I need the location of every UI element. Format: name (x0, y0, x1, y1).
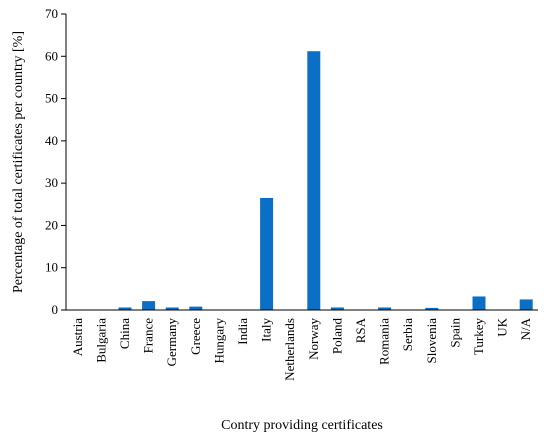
x-tick-label: Bulgaria (93, 318, 108, 363)
x-tick-label: UK (495, 317, 510, 336)
y-tick-label: 60 (45, 48, 58, 63)
y-tick-label: 20 (45, 217, 58, 232)
bar-norway (307, 51, 321, 311)
x-tick-label: Austria (70, 318, 85, 357)
bar-china (118, 307, 132, 310)
y-tick-label: 10 (45, 260, 58, 275)
x-tick-label: N/A (518, 317, 533, 340)
y-axis-title: Percentage of total certificates per cou… (11, 31, 26, 293)
x-tick-label: Slovenia (424, 318, 439, 364)
x-tick-label: Turkey (471, 318, 486, 356)
y-tick-label: 50 (45, 91, 58, 106)
x-axis-title: Contry providing certificates (221, 418, 383, 433)
bar-turkey (472, 296, 486, 310)
bar-poland (330, 307, 344, 310)
bar-romania (378, 307, 392, 310)
bar-france (142, 301, 156, 310)
x-tick-label: Greece (188, 318, 203, 355)
x-axis-ticks: Austria Bulgaria China France Germany Greece H… (70, 317, 533, 380)
x-tick-label: China (117, 318, 132, 349)
x-tick-label: Italy (259, 318, 274, 342)
y-axis-ticks: 0 10 20 30 40 50 60 70 (45, 6, 66, 317)
x-tick-label: Netherlands (282, 318, 297, 381)
x-tick-label: Hungary (211, 318, 226, 364)
x-tick-label: Germany (164, 318, 179, 367)
x-tick-label: Poland (329, 318, 344, 355)
bar-germany (165, 307, 179, 310)
x-tick-label: Romania (377, 318, 392, 365)
x-tick-label: Spain (447, 318, 462, 348)
bar-n-a (519, 299, 533, 310)
y-tick-label: 70 (45, 6, 58, 21)
x-tick-label: RSA (353, 317, 368, 343)
bar-slovenia (425, 307, 439, 310)
x-tick-label: Norway (306, 318, 321, 360)
x-tick-label: Serbia (400, 318, 415, 351)
bars-group (118, 51, 533, 311)
x-tick-label: France (141, 318, 156, 354)
bar-greece (189, 306, 203, 310)
x-tick-label: India (235, 318, 250, 345)
y-tick-label: 30 (45, 175, 58, 190)
y-tick-label: 40 (45, 133, 58, 148)
y-tick-label: 0 (52, 302, 59, 317)
bar-italy (260, 197, 274, 310)
